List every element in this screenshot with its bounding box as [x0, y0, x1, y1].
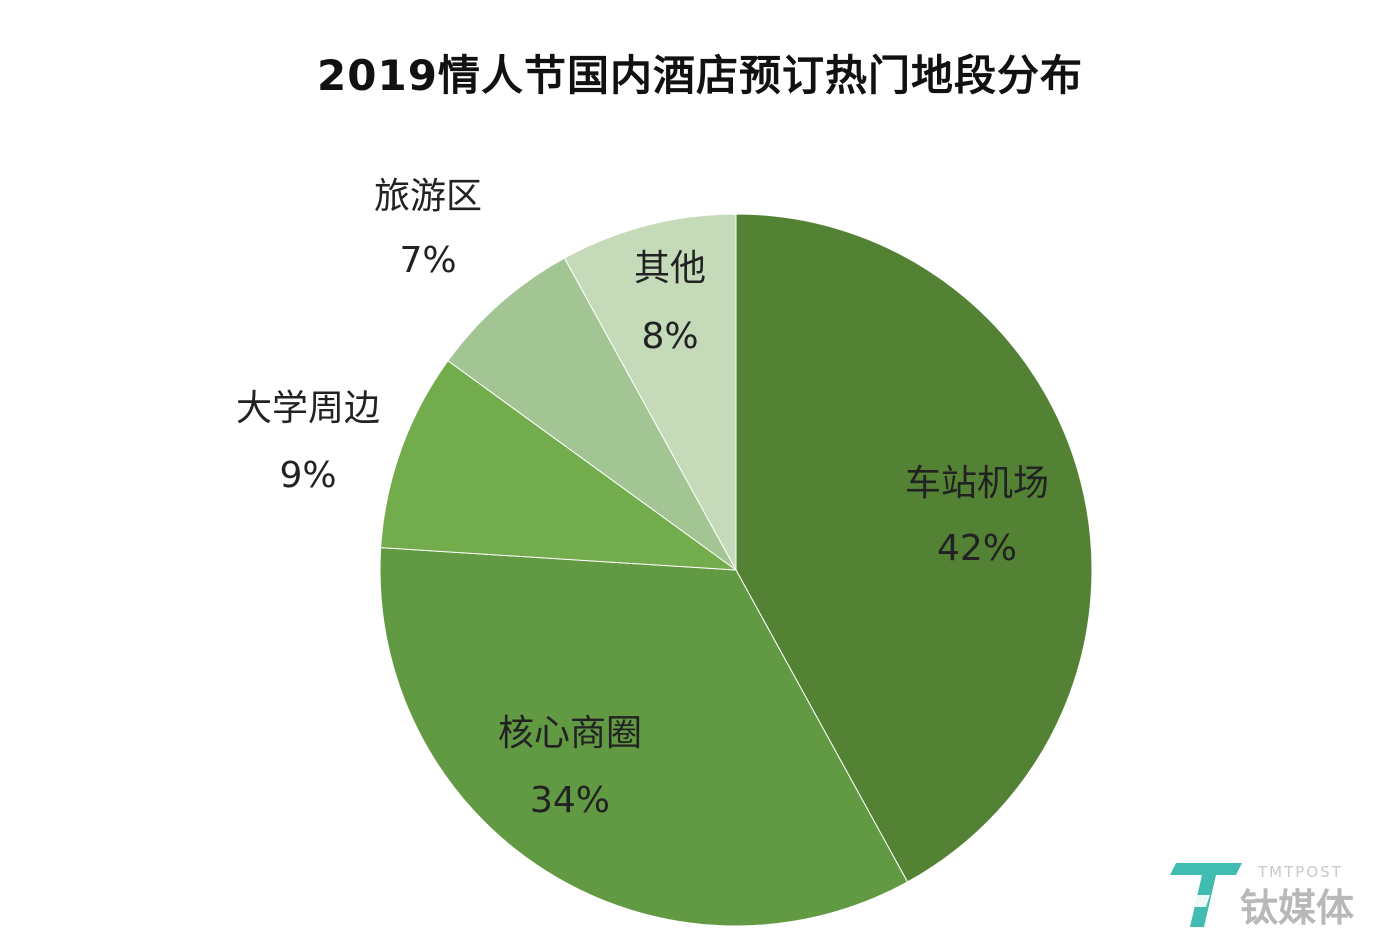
slice-label-2: 核心商圈 [498, 713, 642, 754]
slice-label-5: 其他 [634, 248, 706, 289]
pie-slice-4 [447, 257, 737, 571]
slice-percent-3: 9% [279, 455, 336, 496]
pie-slice-3 [380, 360, 738, 571]
pie-slice-2 [379, 547, 909, 927]
svg-text:钛媒体: 钛媒体 [1240, 886, 1354, 930]
slice-label-4: 旅游区 [374, 176, 482, 217]
tmtpost-logo: TMTPOST 钛媒体 [1170, 863, 1354, 930]
slice-percent-5: 8% [641, 316, 698, 357]
chart-title: 2019情人节国内酒店预订热门地段分布 [317, 51, 1083, 100]
svg-text:TMTPOST: TMTPOST [1257, 863, 1343, 881]
slice-percent-1: 42% [937, 528, 1017, 569]
slice-label-1: 车站机场 [905, 463, 1049, 504]
pie-labels: 车站机场 42% 核心商圈 34% 大学周边 9% 旅游区 7% 其他 8% [236, 176, 1049, 821]
slice-percent-4: 7% [399, 240, 456, 281]
slice-percent-2: 34% [530, 780, 610, 821]
slice-label-3: 大学周边 [236, 388, 380, 429]
pie-slices [379, 213, 1093, 927]
pie-slice-5 [563, 213, 737, 571]
pie-slice-1 [735, 213, 1093, 883]
